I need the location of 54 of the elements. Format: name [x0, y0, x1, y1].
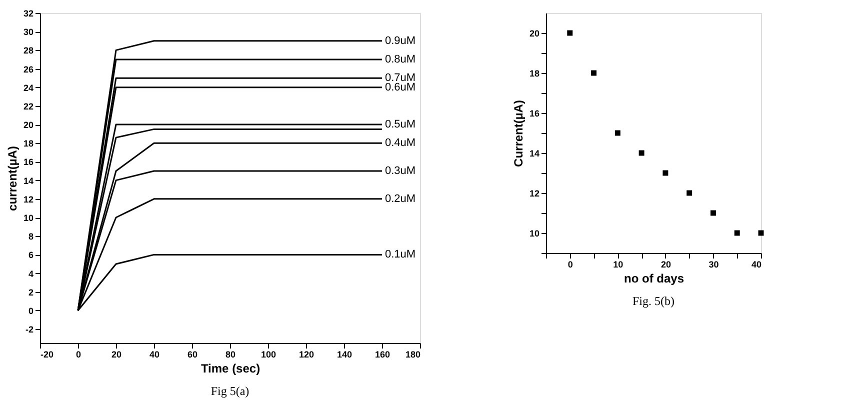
y-tick-label: 10 — [529, 228, 540, 238]
x-tick-label: 20 — [111, 350, 122, 360]
y-axis-title: current(µA) — [5, 146, 20, 211]
y-tick-label: 12 — [529, 188, 540, 198]
x-tick-label: 60 — [187, 350, 198, 360]
series-label: 0.9uM — [385, 34, 416, 47]
x-tick-label: 0 — [76, 350, 82, 360]
series-label: 0.5uM — [385, 118, 416, 131]
y-tick-label: 30 — [23, 27, 34, 38]
x-tick-label: 30 — [708, 260, 719, 270]
x-tick-label: 140 — [336, 350, 352, 360]
x-tick-label: 180 — [405, 350, 420, 360]
y-tick-label: 28 — [23, 46, 34, 56]
y-tick-label: 2 — [28, 287, 34, 298]
x-tick-label: -20 — [40, 350, 54, 360]
series-label: 0.8uM — [385, 53, 416, 66]
y-tick-label: 6 — [28, 250, 34, 260]
y-tick-label: 32 — [23, 8, 34, 18]
x-tick-label: 40 — [149, 350, 160, 360]
y-tick-label: 0 — [28, 306, 34, 316]
y-tick-label: 18 — [23, 138, 34, 149]
y-tick-label: 26 — [23, 64, 34, 74]
y-tick-label: 20 — [23, 120, 34, 130]
y-tick-label: 24 — [23, 82, 34, 93]
series-label: 0.4uM — [385, 137, 416, 150]
y-tick-label: 10 — [23, 213, 34, 224]
x-tick-label: 0 — [568, 260, 573, 270]
y-tick-label: 14 — [529, 148, 540, 158]
y-tick-label: 16 — [529, 108, 540, 118]
x-tick-label: 160 — [374, 350, 390, 360]
x-tick-label: 100 — [260, 350, 276, 360]
y-axis-title: Current(µA) — [511, 100, 526, 167]
y-tick-label: 20 — [529, 28, 540, 38]
x-axis-title: Time (sec) — [200, 362, 260, 376]
x-tick-label: 40 — [751, 260, 762, 270]
y-tick-label: -2 — [25, 324, 34, 335]
y-tick-label: 12 — [23, 194, 34, 204]
series-label: 0.6uM — [385, 81, 416, 94]
y-tick-label: 8 — [28, 232, 34, 242]
x-tick-label: 120 — [298, 350, 314, 360]
x-axis-title: no of days — [624, 272, 684, 286]
caption: Fig. 5(b) — [632, 294, 675, 308]
x-tick-label: 20 — [660, 260, 671, 270]
y-tick-label: 18 — [529, 68, 540, 78]
caption: Fig 5(a) — [210, 384, 250, 398]
series-label: 0.1uM — [385, 248, 416, 261]
y-tick-label: 16 — [23, 157, 34, 168]
x-tick-label: 80 — [225, 350, 236, 360]
x-tick-label: 10 — [613, 260, 624, 270]
series-label: 0.2uM — [385, 192, 416, 205]
series-label: 0.3uM — [385, 165, 416, 178]
y-tick-label: 22 — [23, 101, 34, 112]
y-tick-label: 4 — [28, 268, 34, 279]
y-tick-label: 14 — [23, 176, 34, 186]
